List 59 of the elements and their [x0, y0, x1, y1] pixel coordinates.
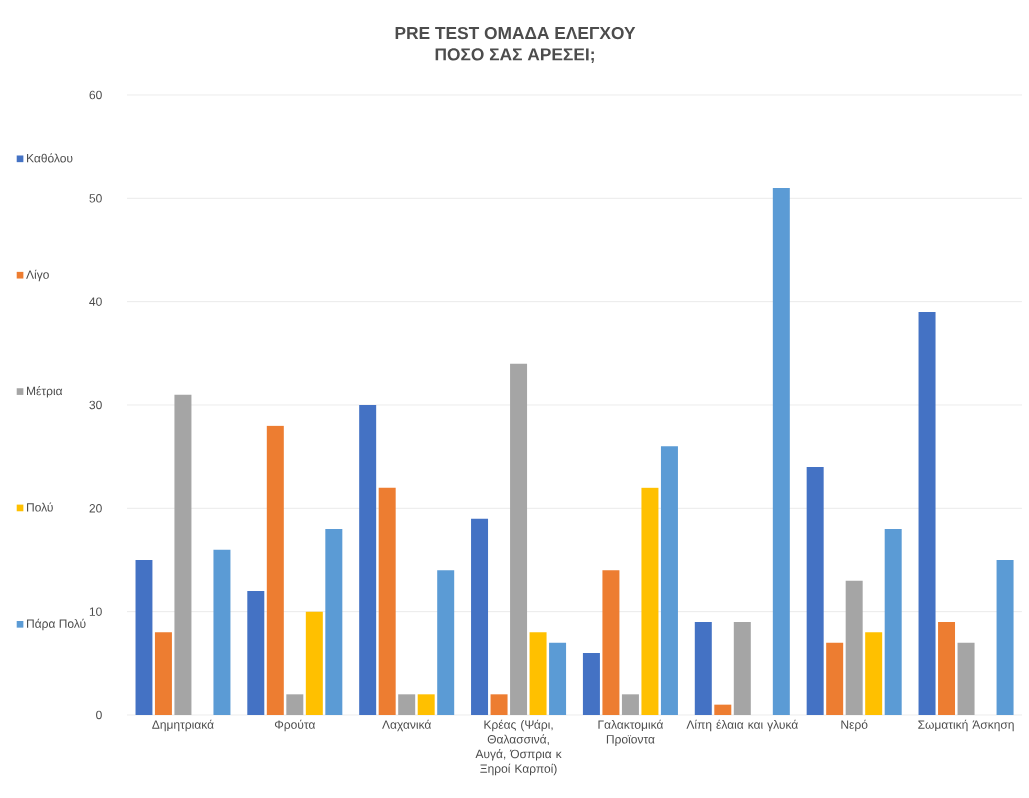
- bar: [549, 642, 567, 715]
- y-tick-label: 60: [89, 90, 102, 100]
- bar: [490, 694, 508, 715]
- y-tick-label: 0: [96, 710, 102, 720]
- x-tick-label: Σωματική Άσκηση: [918, 719, 1014, 732]
- bar: [417, 694, 435, 715]
- legend-label: Καθόλου: [27, 153, 73, 163]
- x-tick-label: Νερό: [841, 719, 868, 732]
- bar: [437, 570, 455, 715]
- bar: [938, 621, 956, 715]
- x-tick-label: Φρούτα: [274, 719, 316, 732]
- chart-subtitle: ΠΟΣΟ ΣΑΣ ΑΡΕΣΕΙ;: [435, 48, 594, 64]
- chart-title: PRE TEST ΟΜΑΔΑ ΕΛΕΓΧΟΥ: [395, 26, 636, 40]
- y-tick-label: 10: [89, 607, 102, 616]
- legend-label: Μέτρια: [27, 386, 63, 398]
- y-tick-label: 40: [89, 297, 102, 306]
- bar: [266, 425, 284, 715]
- x-tick-label: Λίπη έλαια και γλυκά: [686, 719, 798, 732]
- bar: [918, 311, 936, 715]
- bar: [529, 632, 547, 715]
- y-tick-label: 20: [89, 504, 102, 513]
- bar: [213, 549, 231, 715]
- x-tick-label: Δημητριακά: [152, 719, 214, 732]
- bar: [884, 528, 902, 715]
- bar: [154, 632, 172, 715]
- bar: [471, 518, 489, 715]
- bar: [510, 363, 528, 715]
- bar: [135, 559, 153, 715]
- bar: [359, 404, 377, 715]
- bar: [286, 694, 304, 715]
- bar: [582, 652, 600, 715]
- bar: [714, 704, 732, 715]
- bar: [772, 187, 790, 715]
- bar: [865, 632, 883, 715]
- bar: [174, 394, 192, 715]
- x-tick-label: Λαχανικά: [382, 719, 431, 732]
- bar: [305, 611, 323, 715]
- bar: [957, 642, 975, 715]
- bar: [398, 694, 416, 715]
- bar: [247, 590, 265, 715]
- bar: [845, 580, 863, 715]
- bar: [996, 559, 1014, 715]
- y-tick-label: 50: [89, 194, 102, 203]
- bar: [378, 487, 396, 715]
- bar: [660, 446, 678, 715]
- x-tick-label: Κρέας (Ψάρι, Θαλασσινά, Αυγά, Όσπρια κ Ξηροί Καρποί): [475, 719, 562, 776]
- bar: [806, 466, 824, 715]
- bar: [621, 694, 639, 715]
- bar: [694, 621, 712, 715]
- bar: [733, 621, 751, 715]
- legend-label: Πολύ: [27, 502, 53, 512]
- x-tick-label: Γαλακτομικά Προϊοντα: [598, 719, 664, 746]
- bar: [602, 570, 620, 715]
- y-tick-label: 30: [89, 400, 102, 410]
- legend-label: Λίγο: [26, 269, 49, 282]
- bar: [826, 642, 844, 715]
- legend-label: Πάρα Πολύ: [27, 618, 86, 631]
- bar: [641, 487, 659, 715]
- bar: [325, 528, 343, 715]
